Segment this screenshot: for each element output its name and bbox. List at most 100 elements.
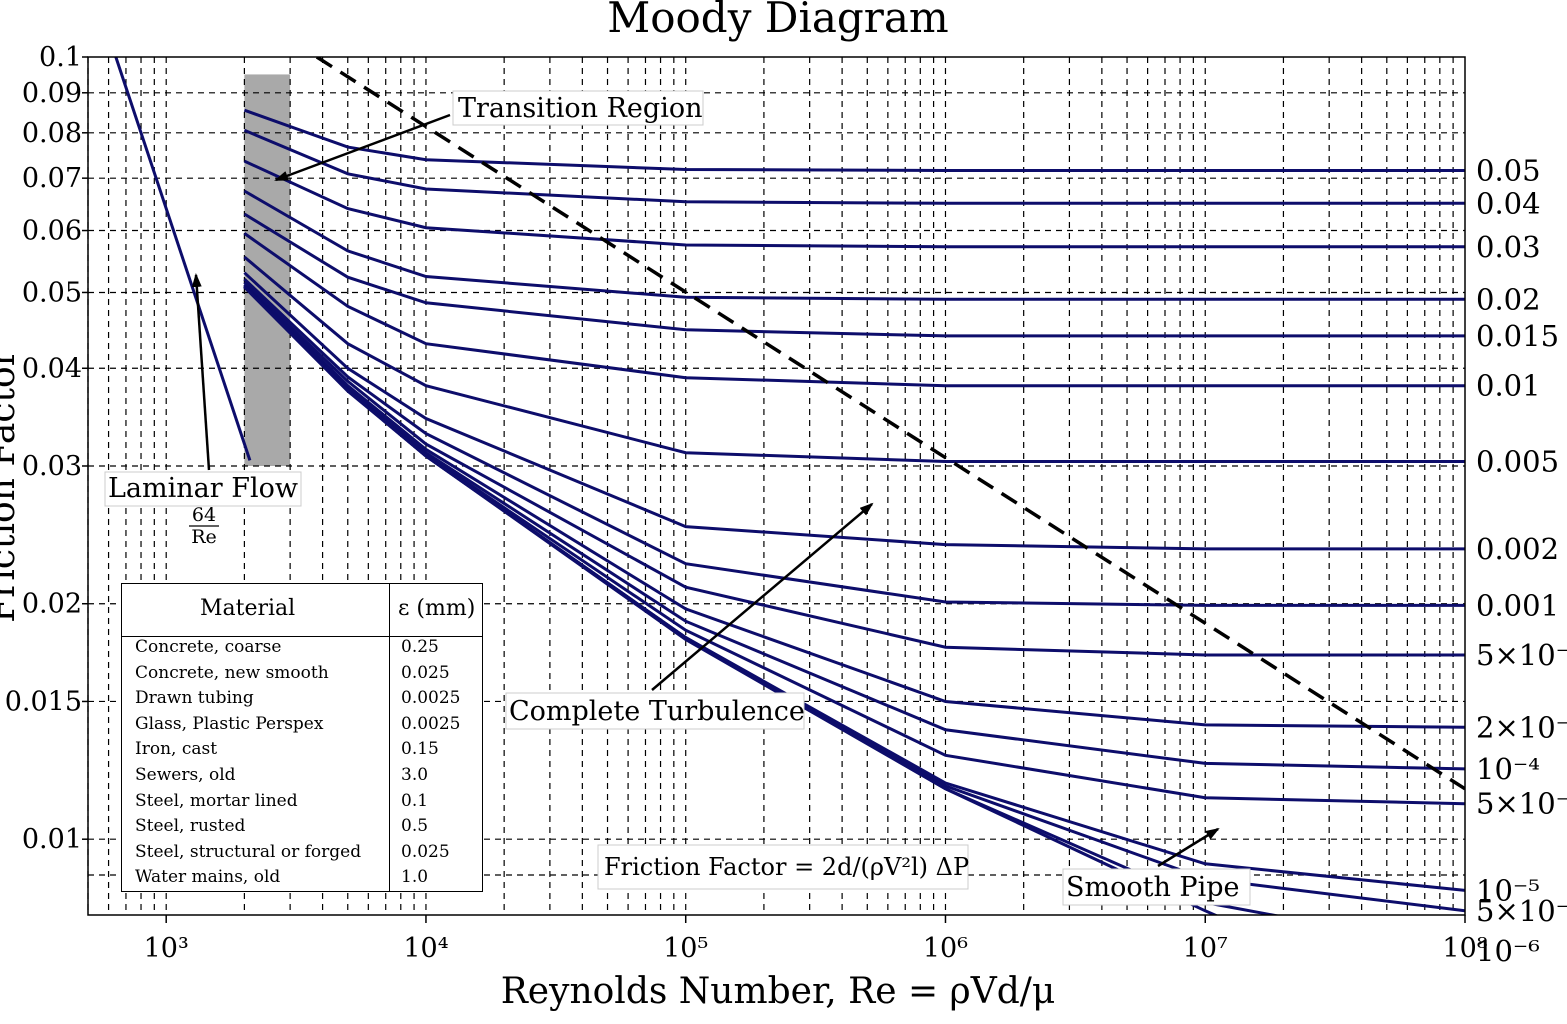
series-line: [243, 212, 1465, 338]
roughness-label: 0.04: [1476, 186, 1541, 220]
table-row: Steel, mortar lined 0.1: [122, 791, 482, 817]
material-roughness: 3.0: [401, 765, 429, 785]
material-name: Water mains, old: [135, 867, 281, 888]
roughness-label: 0.02: [1476, 282, 1541, 316]
turbulence-arrow: [651, 502, 874, 691]
material-name: Iron, cast: [135, 739, 218, 760]
series-line: [243, 159, 1465, 249]
roughness-label: 0.001: [1476, 588, 1559, 622]
table-row: Concrete, new smooth 0.025: [122, 663, 482, 689]
roughness-label: 10⁻⁴: [1476, 752, 1540, 786]
material-roughness: 0.025: [401, 841, 450, 862]
smooth-pipe-arrow: [1157, 827, 1220, 868]
table-row: Steel, structural or forged 0.025: [122, 842, 482, 868]
y-tick-label: 0.1: [39, 42, 82, 73]
roughness-label: 0.015: [1476, 319, 1559, 353]
transition-label-box: [452, 90, 704, 126]
chart-title: Moody Diagram: [607, 0, 949, 42]
y-axis-label: Friction Factor: [0, 348, 23, 622]
table-row: Water mains, old 1.0: [122, 867, 482, 893]
series-line: [243, 278, 1465, 607]
smooth-pipe-label: Smooth Pipe: [1066, 872, 1240, 903]
series-line: [243, 232, 1465, 388]
table-row: Concrete, coarse 0.25: [122, 637, 482, 663]
x-tick-label: 10⁷: [1183, 933, 1228, 964]
table-row: Drawn tubing 0.0025: [122, 688, 482, 714]
material-name: Drawn tubing: [135, 688, 254, 709]
roughness-label: 10⁻⁵: [1476, 873, 1540, 907]
roughness-label: 0.03: [1476, 230, 1541, 264]
roughness-label: 5×10⁻⁴: [1476, 638, 1567, 672]
y-tick-label: 0.015: [5, 686, 82, 717]
series-line: [243, 128, 1465, 205]
y-tick-label: 0.04: [22, 353, 82, 384]
roughness-label: 0.002: [1476, 532, 1559, 566]
roughness-label: 2×10⁻⁴: [1476, 710, 1567, 744]
roughness-label: 0.005: [1476, 444, 1559, 478]
y-tick-label: 0.02: [22, 589, 82, 620]
series-line: [243, 281, 1465, 657]
y-tick-label: 0.07: [22, 163, 82, 194]
material-name: Concrete, coarse: [135, 637, 282, 657]
plot-frame: [87, 56, 1466, 916]
x-tick-label: 10⁴: [403, 933, 448, 964]
laminar-arrow: [191, 273, 211, 471]
material-roughness: 0.25: [401, 637, 439, 657]
table-row: Iron, cast 0.15: [122, 739, 482, 765]
table-row: Glass, Plastic Perspex 0.0025: [122, 714, 482, 740]
material-name: Glass, Plastic Perspex: [135, 713, 324, 734]
y-tick-label: 0.01: [22, 824, 82, 855]
material-roughness: 0.1: [401, 790, 429, 811]
x-tick-label: 10⁵: [663, 933, 708, 964]
y-tick-label: 0.03: [22, 451, 82, 482]
series-line: [243, 255, 1465, 463]
y-tick-label: 0.09: [22, 78, 82, 109]
table-header-roughness: ε (mm): [398, 596, 476, 621]
x-tick-label: 10⁸: [1442, 933, 1487, 964]
roughness-label: 0.01: [1476, 369, 1541, 403]
transition-arrow: [274, 113, 451, 182]
turbulence-label: Complete Turbulence: [509, 696, 805, 727]
y-tick-label: 0.08: [22, 118, 82, 149]
series-line: [243, 271, 1465, 551]
formula-box: [597, 844, 969, 890]
laminar-label-box: [104, 471, 302, 507]
laminar-formula-num: 64: [192, 504, 216, 526]
laminar-formula-den: Re: [191, 526, 217, 548]
y-tick-label: 0.05: [22, 277, 82, 308]
smooth-pipe-line: [243, 286, 1219, 915]
material-name: Steel, structural or forged: [135, 841, 362, 862]
material-table: Material ε (mm) Concrete, coarse 0.25 Conc…: [121, 583, 483, 892]
transition-label: Transition Region: [458, 93, 702, 124]
roughness-label: 10⁻⁶: [1476, 934, 1540, 968]
friction-formula: Friction Factor = 2d/(ρV²l) ΔP: [604, 853, 969, 881]
roughness-label: 5×10⁻⁶: [1476, 894, 1567, 928]
material-roughness: 0.025: [401, 662, 450, 683]
roughness-label: 0.05: [1476, 153, 1541, 187]
material-roughness: 0.0025: [401, 688, 461, 709]
complete-turbulence-line: [315, 57, 1465, 791]
roughness-label: 5×10⁻⁵: [1476, 787, 1567, 821]
series-line: [243, 189, 1465, 301]
material-name: Steel, rusted: [135, 816, 246, 837]
laminar-label: Laminar Flow: [108, 473, 298, 504]
x-tick-label: 10⁶: [923, 933, 968, 964]
material-name: Steel, mortar lined: [135, 790, 298, 811]
material-name: Concrete, new smooth: [135, 662, 329, 683]
smooth-pipe-label-box: [1062, 868, 1251, 906]
x-tick-label: 10³: [144, 933, 189, 964]
material-roughness: 0.0025: [401, 713, 461, 734]
material-roughness: 1.0: [401, 867, 429, 888]
table-row: Sewers, old 3.0: [122, 765, 482, 791]
turbulence-label-box: [505, 692, 805, 730]
laminar-line: [114, 57, 252, 461]
material-roughness: 0.5: [401, 816, 429, 837]
material-name: Sewers, old: [135, 765, 236, 785]
y-tick-label: 0.06: [22, 216, 82, 247]
table-row: Steel, rusted 0.5: [122, 816, 482, 842]
material-roughness: 0.15: [401, 739, 439, 760]
series-line: [243, 108, 1465, 172]
x-axis-label: Reynolds Number, Re = ρVd/μ: [501, 971, 1056, 1012]
table-header-material: Material: [200, 596, 296, 621]
